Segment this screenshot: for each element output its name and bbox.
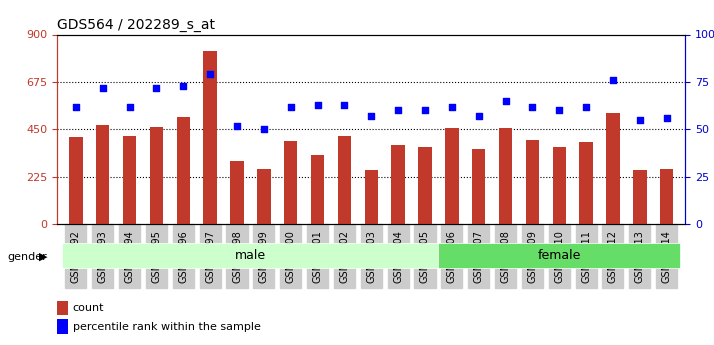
Bar: [445, 128, 458, 224]
Point: [70, 104, 81, 109]
Bar: [606, 112, 620, 224]
Point: [178, 83, 189, 89]
FancyBboxPatch shape: [63, 243, 438, 268]
Bar: [150, 127, 164, 224]
Bar: [176, 117, 190, 224]
Text: GDS564 / 202289_s_at: GDS564 / 202289_s_at: [57, 18, 215, 32]
Point: [634, 117, 645, 123]
Bar: [257, 169, 271, 224]
Bar: [633, 170, 646, 224]
Text: gender: gender: [7, 252, 47, 262]
Text: percentile rank within the sample: percentile rank within the sample: [73, 322, 261, 332]
Bar: [338, 136, 351, 224]
Point: [285, 104, 296, 109]
Point: [419, 108, 431, 113]
Text: count: count: [73, 303, 104, 313]
Point: [446, 104, 458, 109]
Point: [366, 114, 377, 119]
Point: [312, 102, 323, 108]
Point: [500, 98, 511, 104]
Point: [553, 108, 565, 113]
Bar: [526, 140, 539, 224]
Bar: [579, 142, 593, 224]
Point: [473, 114, 484, 119]
Bar: [553, 147, 566, 224]
Bar: [284, 141, 298, 224]
Bar: [472, 149, 486, 224]
Bar: [231, 161, 243, 224]
Point: [607, 77, 618, 83]
Point: [661, 115, 673, 121]
Bar: [499, 128, 512, 224]
Point: [258, 127, 270, 132]
Bar: [57, 319, 69, 334]
Point: [151, 85, 162, 90]
Bar: [57, 301, 69, 315]
Text: ▶: ▶: [39, 252, 48, 262]
Bar: [311, 155, 324, 224]
Bar: [123, 136, 136, 224]
Point: [338, 102, 350, 108]
Bar: [391, 145, 405, 224]
Bar: [660, 169, 673, 224]
Bar: [96, 125, 109, 224]
Point: [527, 104, 538, 109]
Point: [97, 85, 109, 90]
Point: [393, 108, 404, 113]
FancyBboxPatch shape: [438, 243, 680, 268]
Bar: [418, 147, 432, 224]
Text: female: female: [538, 249, 581, 262]
Bar: [69, 137, 83, 224]
Bar: [365, 170, 378, 224]
Point: [580, 104, 592, 109]
Text: male: male: [235, 249, 266, 262]
Bar: [203, 51, 217, 224]
Point: [231, 123, 243, 128]
Point: [124, 104, 136, 109]
Point: [204, 72, 216, 77]
